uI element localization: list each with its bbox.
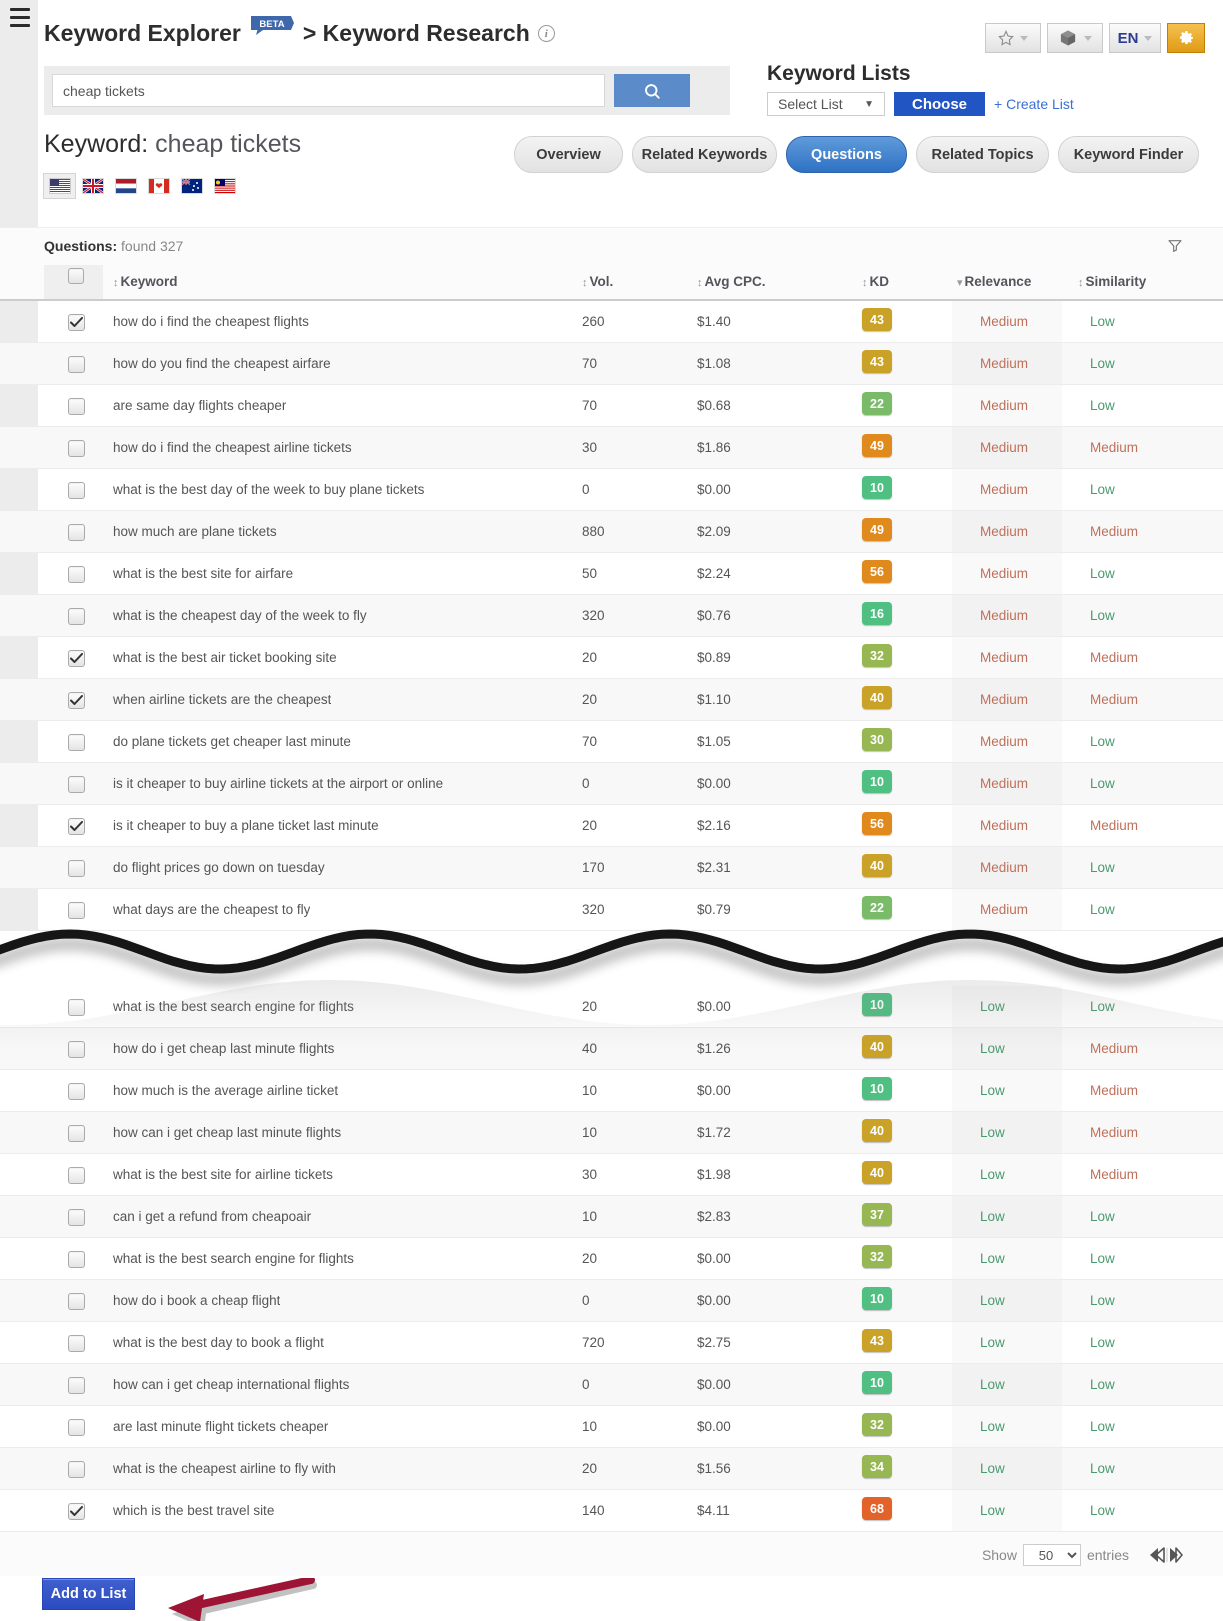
svg-text:❤: ❤ [155, 181, 163, 191]
svg-text:BETA: BETA [259, 19, 284, 30]
